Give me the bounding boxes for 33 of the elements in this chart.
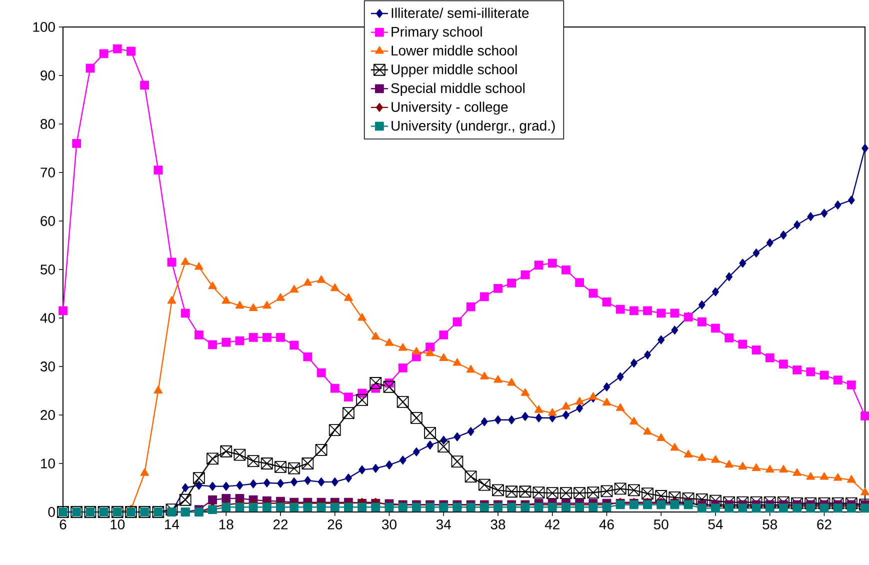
y-tick-label: 20	[40, 410, 55, 420]
y-tick-label: 40	[40, 313, 55, 323]
x-tick-label: 58	[762, 520, 778, 530]
x-tick-label: 54	[708, 520, 723, 530]
x-tick-label: 62	[817, 520, 832, 530]
y-tick-label: 0	[48, 507, 55, 517]
x-tick-label: 42	[544, 520, 560, 530]
x-tick-label: 50	[654, 520, 668, 530]
x-tick-label: 34	[436, 520, 451, 530]
legend-label: Primary school	[392, 26, 482, 40]
legend-label: University - college	[392, 102, 508, 115]
x-tick-label: 14	[165, 520, 180, 530]
x-tick-label: 26	[328, 520, 342, 530]
legend-label: Upper middle school	[392, 64, 517, 78]
x-tick-label: 18	[219, 520, 234, 530]
x-tick-label: 10	[110, 520, 125, 530]
y-tick-label: 100	[33, 22, 55, 32]
x-tick-label: 6	[60, 520, 66, 530]
y-tick-label: 30	[40, 362, 55, 372]
legend-label: Lower middle school	[392, 45, 517, 56]
x-tick-label: 38	[490, 520, 506, 530]
legend-label: University (undergr., grad.)	[392, 120, 555, 134]
y-tick-label: 10	[41, 458, 55, 468]
legend-label: Illiterate/ semi-illiterate	[392, 8, 529, 18]
y-tick-label: 90	[40, 70, 55, 80]
legend-label: Special middle school	[391, 82, 524, 96]
y-tick-label: 70	[40, 168, 55, 178]
x-tick-label: 22	[273, 520, 288, 530]
y-tick-label: 80	[40, 119, 55, 129]
x-tick-label: 30	[382, 520, 396, 530]
y-tick-label: 60	[40, 216, 55, 226]
x-tick-label: 46	[599, 520, 614, 530]
y-tick-label: 50	[40, 264, 55, 274]
